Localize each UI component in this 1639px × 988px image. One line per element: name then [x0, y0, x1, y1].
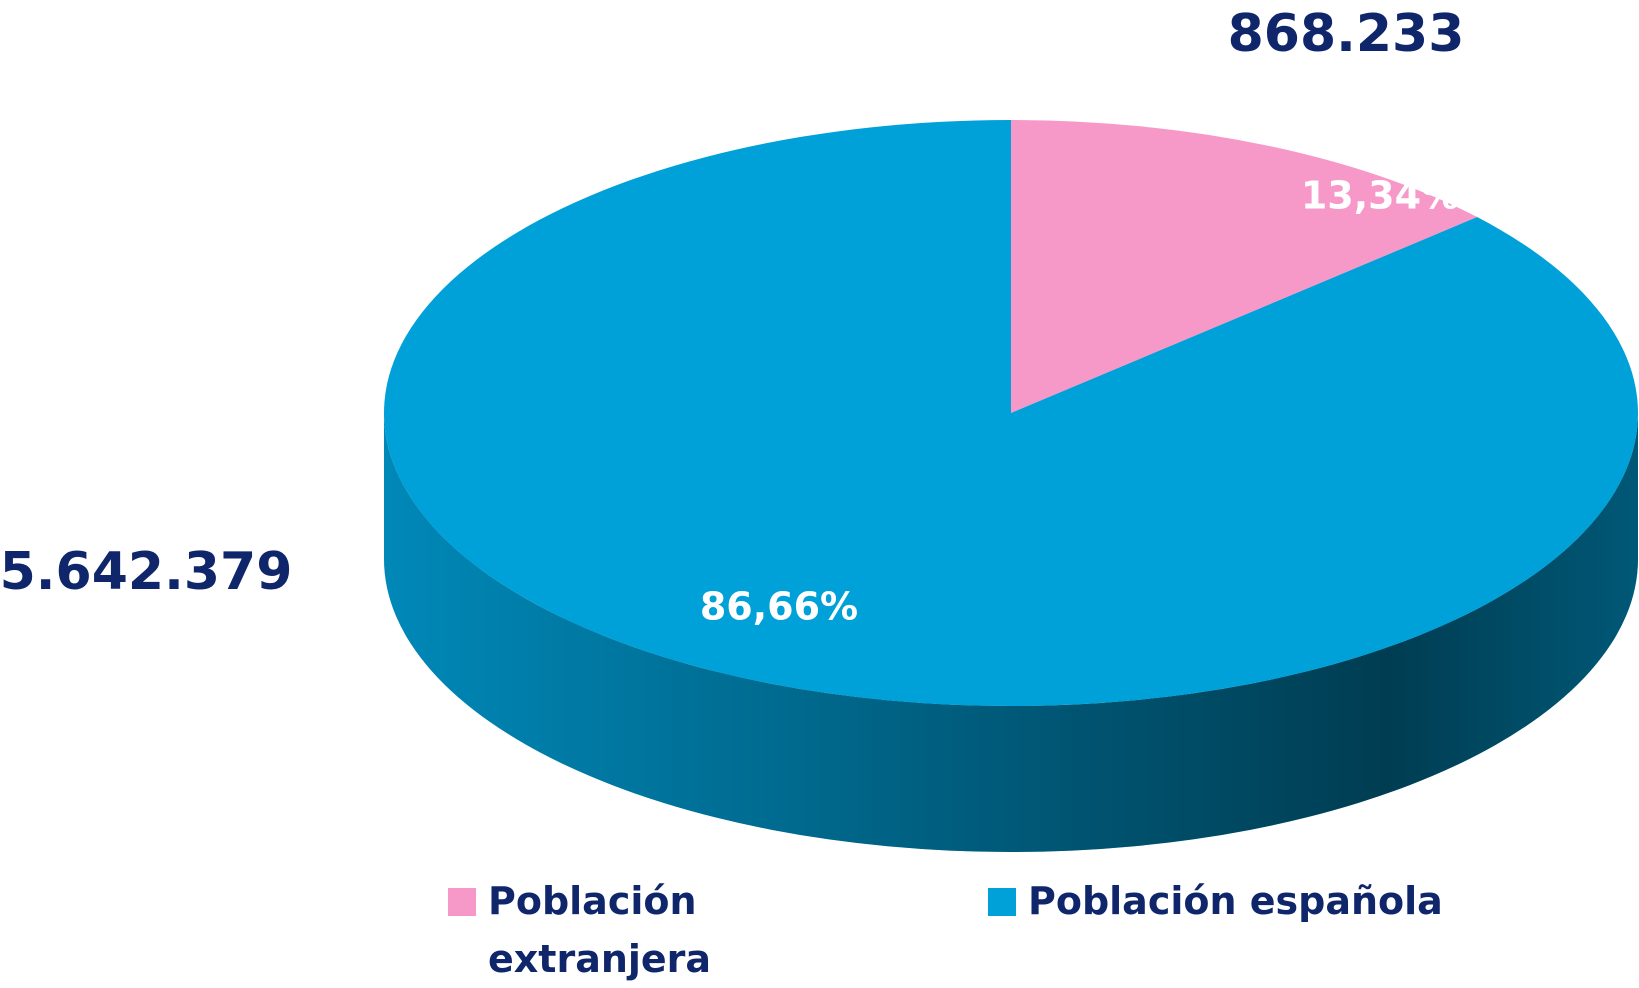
- slice-label: 13,34%: [1301, 174, 1459, 218]
- pie-slice: [1011, 120, 1478, 413]
- legend-label: Población extranjera: [488, 879, 712, 981]
- pie-side-shade: [384, 413, 1638, 852]
- legend-item: Población española: [988, 872, 1508, 930]
- pie-slice: [383, 120, 1639, 706]
- slice-label: 86,66%: [700, 585, 858, 629]
- count-label: 5.642.379: [0, 542, 292, 602]
- legend-swatch: [988, 888, 1016, 916]
- legend-item: Población extranjera: [448, 872, 728, 988]
- legend-swatch: [448, 888, 476, 916]
- count-label: 868.233: [1228, 4, 1465, 64]
- legend-label: Población española: [1028, 879, 1443, 923]
